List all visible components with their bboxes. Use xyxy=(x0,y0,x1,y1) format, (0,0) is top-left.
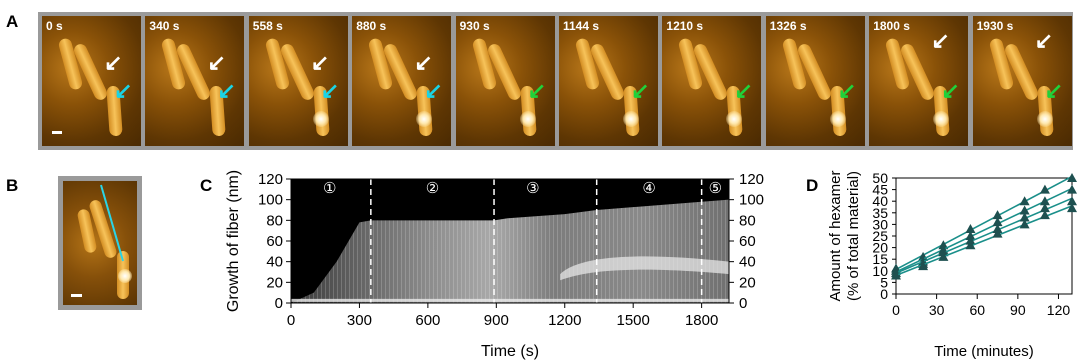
y-tick-label: 60 xyxy=(266,233,283,250)
phase-label: ④ xyxy=(642,180,655,197)
kymograph-plot-area: ① ② ③ ④ ⑤ xyxy=(291,179,729,303)
x-tick-label: 1800 xyxy=(685,312,718,329)
afm-image-strip: 0 s ↙ ↙ 340 s ↙ ↙ 558 s ↙ ↙ 880 s ↙ ↙ 930 s ↙ 1144 s ↙ 1… xyxy=(38,12,1073,150)
right-y-tick-label: 40 xyxy=(739,254,756,271)
afm-frame: 558 s ↙ ↙ xyxy=(248,16,348,146)
afm-frame: 930 s ↙ xyxy=(455,16,555,146)
frame-time-label: 558 s xyxy=(252,19,283,33)
y-tick-label: 100 xyxy=(258,192,283,209)
x-tick-label: 300 xyxy=(347,312,372,329)
right-y-tick-label: 120 xyxy=(739,171,764,188)
frame-time-label: 340 s xyxy=(149,19,180,33)
green-arrow-icon: ↙ xyxy=(837,78,857,103)
x-tick-label: 0 xyxy=(287,312,295,329)
panel-letter-c: C xyxy=(200,176,213,195)
phase-label: ③ xyxy=(526,180,539,197)
frame-time-label: 1326 s xyxy=(769,19,807,33)
frame-time-label: 1144 s xyxy=(563,19,600,33)
scale-bar xyxy=(71,294,82,297)
right-y-tick-label: 20 xyxy=(739,274,756,291)
panel-letter-a: A xyxy=(6,12,19,31)
x-tick-label: 1500 xyxy=(617,312,650,329)
frame-time-label: 1930 s xyxy=(976,19,1014,33)
panel-letter-d: D xyxy=(806,176,819,195)
x-tick-label: 600 xyxy=(415,312,440,329)
afm-frame: 1930 s ↙ ↙ xyxy=(972,16,1072,146)
phase-label: ⑤ xyxy=(709,180,722,197)
green-arrow-icon: ↙ xyxy=(1044,78,1064,103)
bright-spot xyxy=(416,111,433,127)
cyan-arrow-icon: ↙ xyxy=(217,78,236,103)
kymograph-empty-region xyxy=(291,179,729,303)
kymograph-y-axis-label: Growth of fiber (nm) xyxy=(225,170,242,312)
white-arrow-icon: ↙ xyxy=(931,28,950,53)
y-tick-label: 120 xyxy=(258,171,283,188)
afm-frame: 1326 s ↙ xyxy=(765,16,865,146)
afm-frame: 0 s ↙ ↙ xyxy=(42,16,141,146)
bright-spot xyxy=(519,111,536,127)
green-arrow-icon: ↙ xyxy=(734,78,753,103)
white-arrow-icon: ↙ xyxy=(104,50,123,75)
x-tick-label: 1200 xyxy=(548,312,581,329)
kymograph-x-axis-label: Time (s) xyxy=(481,343,539,360)
bright-spot xyxy=(623,111,639,127)
afm-image xyxy=(63,181,137,305)
cyan-arrow-icon: ↙ xyxy=(320,78,340,103)
afm-frame: 1800 s ↙ ↙ xyxy=(869,16,969,146)
kymograph-base-line xyxy=(291,298,729,302)
afm-frame: 1144 s ↙ xyxy=(559,16,658,146)
right-y-tick-label: 60 xyxy=(739,233,756,250)
afm-frame: 880 s ↙ ↙ xyxy=(352,16,452,146)
green-arrow-icon: ↙ xyxy=(941,78,960,103)
phase-label: ② xyxy=(426,180,439,197)
kymograph-bright-band xyxy=(560,256,729,281)
phase-label: ① xyxy=(323,180,336,197)
y-tick-label: 20 xyxy=(266,274,283,291)
kymograph-trace-line xyxy=(100,184,124,262)
white-arrow-icon: ↙ xyxy=(310,50,330,75)
right-y-tick-label: 80 xyxy=(739,212,756,229)
frame-time-label: 880 s xyxy=(356,19,387,33)
frame-time-label: 1210 s xyxy=(666,19,704,33)
right-y-tick-label: 100 xyxy=(739,192,764,209)
scale-bar xyxy=(52,131,62,134)
green-arrow-icon: ↙ xyxy=(527,78,547,103)
white-arrow-icon: ↙ xyxy=(414,50,433,75)
frame-time-label: 1800 s xyxy=(873,19,910,33)
afm-frame: 1210 s ↙ xyxy=(662,16,762,146)
afm-frame: 340 s ↙ ↙ xyxy=(145,16,245,146)
y-tick-label: 80 xyxy=(266,212,283,229)
bright-spot xyxy=(829,111,846,127)
bright-spot xyxy=(118,269,132,283)
afm-kymograph-source-image xyxy=(58,176,142,310)
panel-letter-b: B xyxy=(6,176,19,195)
y-tick-label: 0 xyxy=(275,295,283,312)
bright-spot xyxy=(1036,111,1053,127)
bright-spot xyxy=(312,111,329,127)
white-arrow-icon: ↙ xyxy=(207,50,226,75)
green-arrow-icon: ↙ xyxy=(631,78,650,103)
bright-spot xyxy=(933,111,950,127)
cyan-arrow-icon: ↙ xyxy=(424,78,443,103)
right-y-tick-label: 0 xyxy=(739,295,747,312)
frame-time-label: 930 s xyxy=(459,19,490,33)
white-arrow-icon: ↙ xyxy=(1034,28,1054,53)
cyan-arrow-icon: ↙ xyxy=(114,78,133,103)
y-tick-label: 40 xyxy=(266,254,283,271)
bright-spot xyxy=(726,111,743,127)
kymograph-axes: 0 300 600 900 1200 1500 1800020406080100120020… xyxy=(258,171,764,329)
x-tick-label: 900 xyxy=(484,312,509,329)
frame-time-label: 0 s xyxy=(46,19,63,33)
